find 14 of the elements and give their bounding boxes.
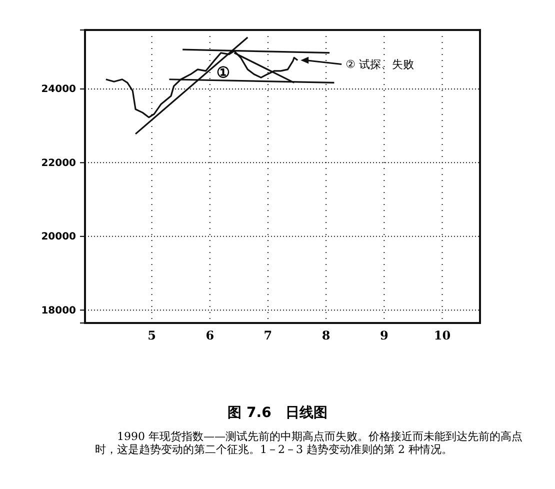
text: 1990 年现货指数——测试先前的中期高点而失败。价格接近而未能到达先前的高点时，这是趋势变动的第二个征兆。1－2－3 趋势变动准则的第 2 种情况。	[95, 430, 524, 456]
text: 图 7.6 日线图	[226, 404, 328, 422]
x-tick-label: 9	[380, 328, 388, 343]
y-tick-label: 22000	[41, 158, 76, 169]
annotation: ② 试探、失败	[346, 58, 414, 72]
y-tick-label: 18000	[41, 305, 76, 316]
annotation: ①	[216, 63, 230, 82]
x-tick-label: 5	[148, 328, 156, 343]
y-tick-label: 20000	[41, 232, 76, 243]
x-tick-label: 8	[322, 328, 330, 343]
x-tick-label: 10	[434, 328, 451, 343]
x-tick-label: 6	[206, 328, 214, 343]
y-tick-label: 24000	[41, 84, 76, 96]
x-tick-label: 7	[264, 328, 272, 343]
